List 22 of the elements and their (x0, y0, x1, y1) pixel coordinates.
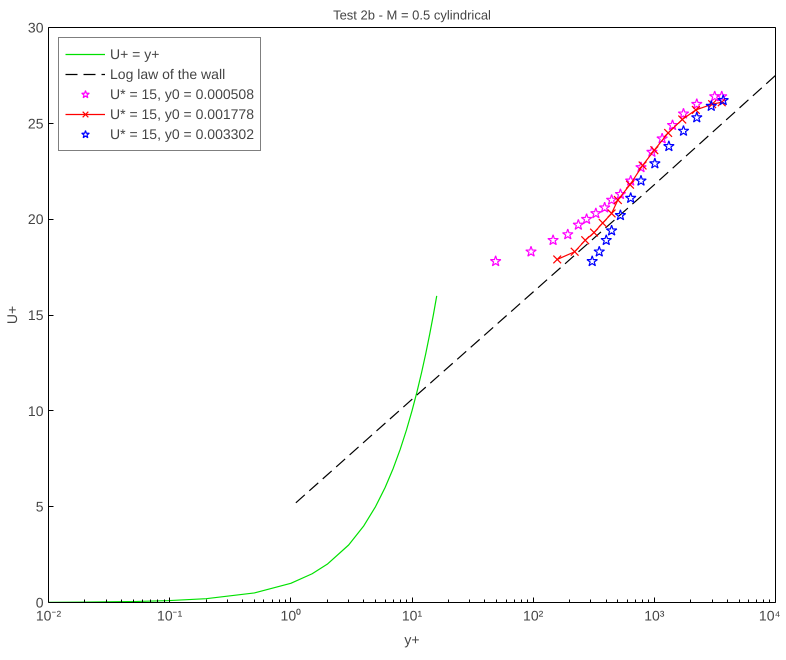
x-tick-label: 10³ (644, 608, 665, 624)
x-tick-label: 10⁰ (280, 608, 302, 624)
y-tick-label: 30 (28, 20, 44, 36)
y-tick-label: 15 (28, 307, 44, 323)
legend-label: U* = 15, y0 = 0.001778 (110, 106, 254, 122)
y-tick-label: 5 (36, 498, 44, 515)
x-axis-title: y+ (404, 632, 420, 648)
chart-title: Test 2b - M = 0.5 cylindrical (333, 8, 492, 22)
y-tick-label: 0 (36, 594, 44, 610)
legend-label: Log law of the wall (110, 66, 226, 82)
legend-label: U+ = y+ (110, 46, 160, 62)
x-tick-label: 10⁻² (36, 608, 62, 624)
y-axis-title: U+ (4, 306, 20, 324)
x-tick-label: 10⁻¹ (157, 608, 183, 624)
legend-label: U* = 15, y0 = 0.000508 (110, 86, 254, 102)
x-tick-label: 10² (523, 608, 544, 624)
legend-label: U* = 15, y0 = 0.003302 (110, 126, 254, 142)
y-tick-label: 25 (28, 115, 44, 132)
x-tick-label: 10⁴ (758, 608, 781, 624)
y-tick-label: 10 (28, 402, 44, 419)
y-tick-label: 20 (28, 211, 44, 228)
x-tick-label: 10¹ (402, 608, 422, 624)
